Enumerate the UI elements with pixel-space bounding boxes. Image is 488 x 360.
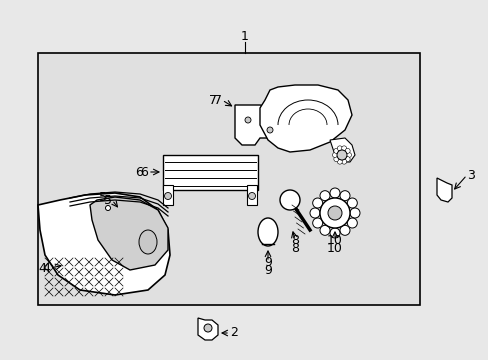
Circle shape bbox=[312, 198, 322, 208]
Bar bbox=[163, 185, 173, 205]
Text: 2: 2 bbox=[229, 327, 237, 339]
Circle shape bbox=[346, 153, 351, 158]
Circle shape bbox=[349, 208, 359, 218]
Text: 6: 6 bbox=[135, 166, 142, 179]
Text: 4: 4 bbox=[42, 261, 50, 274]
Text: 9: 9 bbox=[264, 256, 271, 269]
Circle shape bbox=[332, 153, 337, 158]
Text: 5: 5 bbox=[104, 194, 112, 207]
Ellipse shape bbox=[258, 218, 278, 246]
Circle shape bbox=[164, 193, 171, 199]
Circle shape bbox=[337, 146, 342, 151]
Circle shape bbox=[339, 191, 349, 201]
Circle shape bbox=[337, 159, 342, 164]
Bar bbox=[38, 53, 419, 305]
Text: 7: 7 bbox=[208, 94, 217, 107]
Circle shape bbox=[327, 206, 341, 220]
Bar bbox=[246, 185, 257, 205]
Text: 1: 1 bbox=[241, 30, 248, 42]
Text: 10: 10 bbox=[326, 234, 342, 247]
Bar bbox=[163, 155, 258, 190]
Circle shape bbox=[280, 190, 299, 210]
Circle shape bbox=[203, 324, 212, 332]
Text: 3: 3 bbox=[466, 168, 474, 181]
Circle shape bbox=[105, 206, 110, 211]
Ellipse shape bbox=[139, 230, 157, 254]
Circle shape bbox=[309, 208, 319, 218]
Polygon shape bbox=[260, 85, 351, 152]
Circle shape bbox=[319, 198, 349, 228]
Text: 8: 8 bbox=[290, 234, 298, 247]
Circle shape bbox=[345, 148, 349, 153]
Circle shape bbox=[339, 225, 349, 235]
Circle shape bbox=[312, 218, 322, 228]
Polygon shape bbox=[436, 178, 451, 202]
Text: 8: 8 bbox=[290, 242, 298, 255]
Circle shape bbox=[333, 148, 338, 153]
Text: 5: 5 bbox=[99, 190, 107, 203]
Circle shape bbox=[319, 191, 329, 201]
Circle shape bbox=[329, 228, 339, 238]
Polygon shape bbox=[329, 138, 354, 162]
Circle shape bbox=[346, 198, 357, 208]
Circle shape bbox=[341, 159, 346, 164]
Circle shape bbox=[319, 225, 329, 235]
Text: 6: 6 bbox=[140, 166, 148, 179]
Circle shape bbox=[341, 146, 346, 151]
Polygon shape bbox=[198, 318, 218, 340]
Circle shape bbox=[266, 127, 272, 133]
Text: 9: 9 bbox=[264, 264, 271, 276]
Circle shape bbox=[336, 150, 346, 160]
Circle shape bbox=[248, 193, 255, 199]
Circle shape bbox=[346, 218, 357, 228]
Circle shape bbox=[329, 188, 339, 198]
Circle shape bbox=[333, 157, 338, 162]
Polygon shape bbox=[38, 193, 170, 295]
Circle shape bbox=[244, 117, 250, 123]
Circle shape bbox=[345, 157, 349, 162]
Text: 10: 10 bbox=[326, 242, 342, 255]
Polygon shape bbox=[90, 197, 168, 270]
Text: 7: 7 bbox=[214, 94, 222, 107]
Polygon shape bbox=[235, 105, 285, 145]
Text: 4: 4 bbox=[38, 261, 46, 274]
